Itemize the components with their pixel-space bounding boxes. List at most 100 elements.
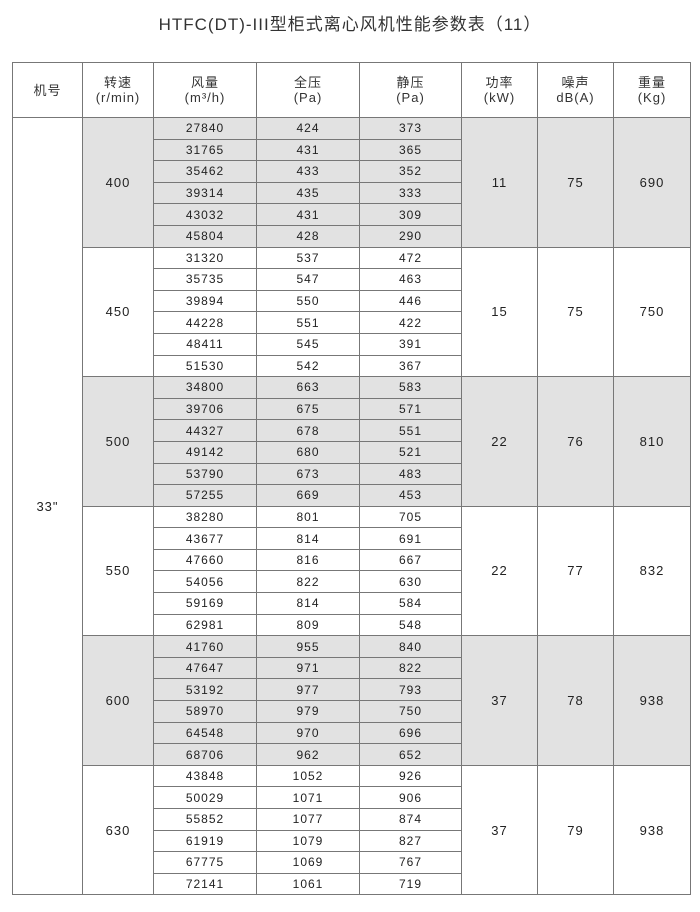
total-pressure-cell: 542 bbox=[256, 354, 360, 378]
total-pressure-cell: 971 bbox=[256, 656, 360, 680]
airflow-cell: 55852 bbox=[153, 808, 257, 831]
total-pressure-cell: 1061 bbox=[256, 872, 360, 896]
page-title: HTFC(DT)-III型柜式离心风机性能参数表（11） bbox=[158, 15, 542, 34]
airflow-cell: 67775 bbox=[153, 851, 257, 874]
static-pressure-cell: 667 bbox=[359, 548, 462, 572]
static-pressure-cell: 422 bbox=[359, 311, 462, 334]
header-static-pressure: 静压 (Pa) bbox=[359, 62, 462, 118]
static-pressure-cell: 483 bbox=[359, 462, 462, 486]
airflow-cell: 59169 bbox=[153, 592, 257, 615]
table-row: 33" 400 27840 424 373 11 75 690 bbox=[12, 116, 691, 896]
noise-cell: 76 bbox=[537, 376, 614, 507]
header-power: 功率 (kW) bbox=[461, 62, 538, 118]
table-row: 53192 977 793 bbox=[13, 678, 691, 702]
header-noise: 噪声 dB(A) bbox=[537, 62, 614, 118]
weight-cell: 832 bbox=[613, 505, 691, 637]
total-pressure-cell: 678 bbox=[256, 419, 360, 442]
total-pressure-cell: 822 bbox=[256, 570, 360, 594]
header-label: 功率 bbox=[485, 75, 514, 90]
static-pressure-cell: 719 bbox=[359, 872, 462, 896]
total-pressure-cell: 673 bbox=[256, 462, 360, 486]
static-pressure-cell: 367 bbox=[359, 354, 462, 378]
weight-cell: 750 bbox=[613, 246, 691, 378]
static-pressure-cell: 822 bbox=[359, 656, 462, 680]
static-pressure-cell: 840 bbox=[359, 635, 462, 658]
airflow-cell: 62981 bbox=[153, 613, 257, 637]
airflow-cell: 57255 bbox=[153, 484, 257, 507]
static-pressure-cell: 548 bbox=[359, 613, 462, 637]
total-pressure-cell: 551 bbox=[256, 311, 360, 334]
power-cell: 37 bbox=[461, 635, 538, 766]
table-row: 550 38280 801 705 22 77 832 bbox=[13, 505, 691, 637]
header-model: 机号 bbox=[12, 62, 83, 118]
total-pressure-cell: 801 bbox=[256, 505, 360, 529]
airflow-cell: 34800 bbox=[153, 376, 257, 399]
airflow-cell: 44228 bbox=[153, 311, 257, 334]
power-cell: 11 bbox=[461, 117, 538, 248]
total-pressure-cell: 1077 bbox=[256, 808, 360, 831]
static-pressure-cell: 691 bbox=[359, 527, 462, 550]
total-pressure-cell: 970 bbox=[256, 721, 360, 745]
noise-cell: 78 bbox=[537, 635, 614, 766]
total-pressure-cell: 680 bbox=[256, 440, 360, 464]
header-label: 静压 bbox=[396, 75, 425, 90]
airflow-cell: 50029 bbox=[153, 786, 257, 809]
static-pressure-cell: 352 bbox=[359, 160, 462, 183]
airflow-cell: 31320 bbox=[153, 246, 257, 270]
static-pressure-cell: 290 bbox=[359, 224, 462, 248]
airflow-cell: 64548 bbox=[153, 721, 257, 745]
airflow-cell: 31765 bbox=[153, 138, 257, 162]
power-cell: 22 bbox=[461, 505, 538, 637]
total-pressure-cell: 669 bbox=[256, 484, 360, 507]
total-pressure-cell: 537 bbox=[256, 246, 360, 270]
speed-cell: 550 bbox=[82, 505, 154, 637]
table-row: 450 31320 537 472 15 75 750 bbox=[13, 246, 691, 378]
header-speed: 转速 (r/min) bbox=[82, 62, 154, 118]
airflow-cell: 45804 bbox=[153, 224, 257, 248]
airflow-cell: 43032 bbox=[153, 203, 257, 226]
static-pressure-cell: 365 bbox=[359, 138, 462, 162]
header-unit: (Kg) bbox=[637, 90, 667, 105]
table-row: 600 41760 955 840 37 78 938 bbox=[13, 635, 691, 766]
table-row: 68706 962 652 bbox=[13, 743, 691, 766]
total-pressure-cell: 433 bbox=[256, 160, 360, 183]
total-pressure-cell: 1069 bbox=[256, 851, 360, 874]
airflow-cell: 43677 bbox=[153, 527, 257, 550]
noise-cell: 75 bbox=[537, 117, 614, 248]
table-row: 45804 428 290 bbox=[13, 224, 691, 248]
static-pressure-cell: 827 bbox=[359, 829, 462, 853]
power-cell: 15 bbox=[461, 246, 538, 378]
table-row: 72141 1061 719 bbox=[13, 872, 691, 896]
total-pressure-cell: 545 bbox=[256, 332, 360, 356]
airflow-cell: 48411 bbox=[153, 332, 257, 356]
airflow-cell: 51530 bbox=[153, 354, 257, 378]
header-label: 重量 bbox=[637, 75, 666, 90]
header-unit: (r/min) bbox=[95, 90, 141, 105]
header-unit: (kW) bbox=[483, 90, 516, 105]
static-pressure-cell: 750 bbox=[359, 700, 462, 723]
airflow-cell: 72141 bbox=[153, 872, 257, 896]
speed-cell: 600 bbox=[82, 635, 154, 766]
speed-cell: 630 bbox=[82, 764, 154, 896]
header-unit: (Pa) bbox=[293, 90, 323, 105]
weight-cell: 690 bbox=[613, 117, 691, 248]
airflow-cell: 39706 bbox=[153, 397, 257, 421]
table-row: 49142 680 521 bbox=[13, 440, 691, 464]
table-row: 55852 1077 874 bbox=[13, 808, 691, 831]
airflow-cell: 39894 bbox=[153, 289, 257, 313]
table-row: 31765 431 365 bbox=[13, 138, 691, 162]
static-pressure-cell: 652 bbox=[359, 743, 462, 766]
static-pressure-cell: 630 bbox=[359, 570, 462, 594]
power-cell: 22 bbox=[461, 376, 538, 507]
total-pressure-cell: 955 bbox=[256, 635, 360, 658]
airflow-cell: 41760 bbox=[153, 635, 257, 658]
airflow-cell: 47660 bbox=[153, 548, 257, 572]
static-pressure-cell: 453 bbox=[359, 484, 462, 507]
header-unit: (m³/h) bbox=[184, 90, 226, 105]
static-pressure-cell: 521 bbox=[359, 440, 462, 464]
header-label: 全压 bbox=[293, 75, 322, 90]
model-cell: 33" bbox=[12, 116, 83, 896]
static-pressure-cell: 705 bbox=[359, 505, 462, 529]
table-row: 39314 435 333 bbox=[13, 181, 691, 205]
total-pressure-cell: 547 bbox=[256, 268, 360, 291]
